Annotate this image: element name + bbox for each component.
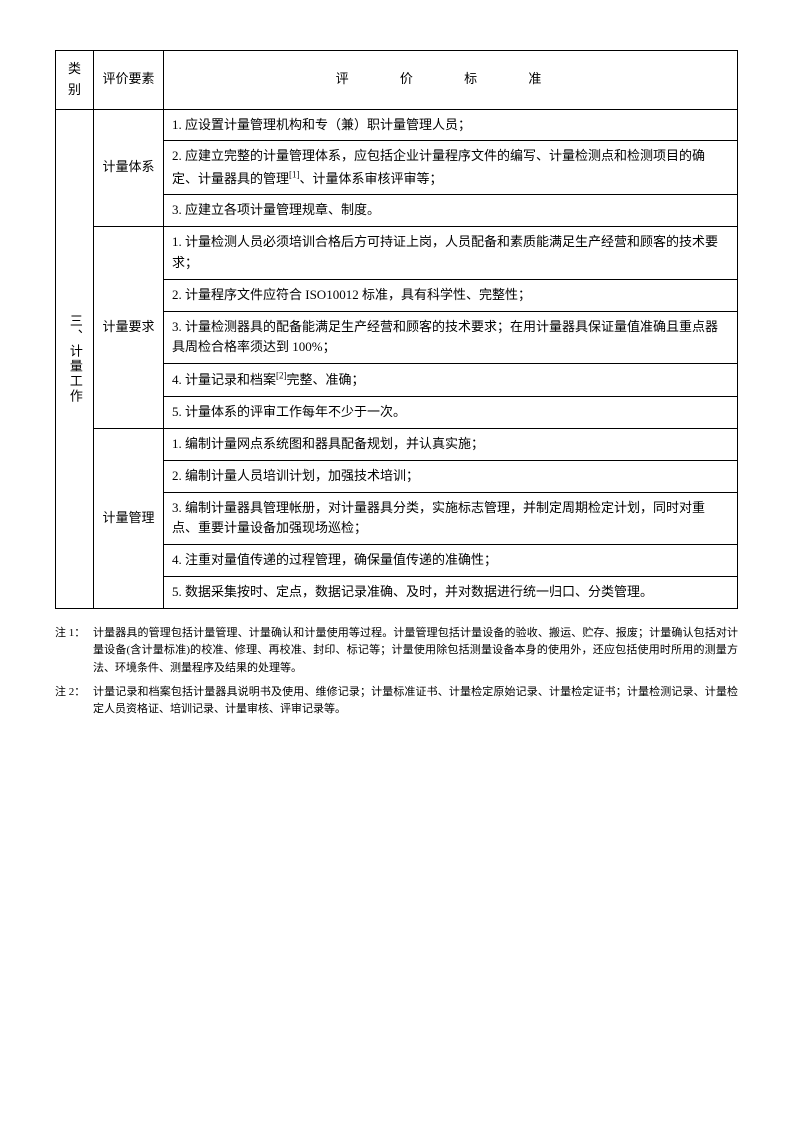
standard-cell: 2. 应建立完整的计量管理体系，应包括企业计量程序文件的编写、计量检测点和检测项… (164, 141, 738, 195)
table-row: 计量管理 1. 编制计量网点系统图和器具配备规划，并认真实施； (56, 429, 738, 461)
table-row: 三、计量工作 计量体系 1. 应设置计量管理机构和专（兼）职计量管理人员； (56, 109, 738, 141)
table-row: 计量要求 1. 计量检测人员必须培训合格后方可持证上岗，人员配备和素质能满足生产… (56, 227, 738, 280)
category-cell: 三、计量工作 (56, 109, 94, 608)
standard-cell: 3. 编制计量器具管理帐册，对计量器具分类，实施标志管理，并制定周期检定计划，同… (164, 492, 738, 545)
element-cell: 计量要求 (94, 227, 164, 429)
note-item: 注 2： 计量记录和档案包括计量器具说明书及使用、维修记录；计量标准证书、计量检… (55, 684, 738, 719)
note-label: 注 2： (55, 684, 93, 719)
header-element: 评价要素 (94, 51, 164, 110)
header-category: 类别 (56, 51, 94, 110)
element-cell: 计量体系 (94, 109, 164, 227)
note-text: 计量器具的管理包括计量管理、计量确认和计量使用等过程。计量管理包括计量设备的验收… (93, 625, 738, 678)
table-header-row: 类别 评价要素 评 价 标 准 (56, 51, 738, 110)
standard-cell: 3. 计量检测器具的配备能满足生产经营和顾客的技术要求；在用计量器具保证量值准确… (164, 311, 738, 364)
standard-text: 2. 应建立完整的计量管理体系，应包括企业计量程序文件的编写、计量检测点和检测项… (172, 148, 705, 185)
note-text: 计量记录和档案包括计量器具说明书及使用、维修记录；计量标准证书、计量检定原始记录… (93, 684, 738, 719)
standard-cell: 5. 数据采集按时、定点，数据记录准确、及时，并对数据进行统一归口、分类管理。 (164, 577, 738, 609)
element-cell: 计量管理 (94, 429, 164, 609)
standard-text: 1. 应设置计量管理机构和专（兼）职计量管理人员； (172, 117, 471, 132)
standard-cell: 4. 计量记录和档案[2]完整、准确； (164, 364, 738, 397)
standard-cell: 3. 应建立各项计量管理规章、制度。 (164, 195, 738, 227)
note-item: 注 1： 计量器具的管理包括计量管理、计量确认和计量使用等过程。计量管理包括计量… (55, 625, 738, 678)
standard-cell: 2. 编制计量人员培训计划，加强技术培训； (164, 460, 738, 492)
standard-cell: 1. 应设置计量管理机构和专（兼）职计量管理人员； (164, 109, 738, 141)
evaluation-table: 类别 评价要素 评 价 标 准 三、计量工作 计量体系 1. 应设置计量管理机构… (55, 50, 738, 609)
notes-section: 注 1： 计量器具的管理包括计量管理、计量确认和计量使用等过程。计量管理包括计量… (55, 625, 738, 719)
standard-cell: 1. 计量检测人员必须培训合格后方可持证上岗，人员配备和素质能满足生产经营和顾客… (164, 227, 738, 280)
standard-cell: 4. 注重对量值传递的过程管理，确保量值传递的准确性； (164, 545, 738, 577)
standard-text: 4. 计量记录和档案[2]完整、准确； (172, 372, 365, 387)
standard-cell: 1. 编制计量网点系统图和器具配备规划，并认真实施； (164, 429, 738, 461)
standard-cell: 5. 计量体系的评审工作每年不少于一次。 (164, 397, 738, 429)
note-label: 注 1： (55, 625, 93, 678)
header-standard: 评 价 标 准 (164, 51, 738, 110)
standard-cell: 2. 计量程序文件应符合 ISO10012 标准，具有科学性、完整性； (164, 279, 738, 311)
